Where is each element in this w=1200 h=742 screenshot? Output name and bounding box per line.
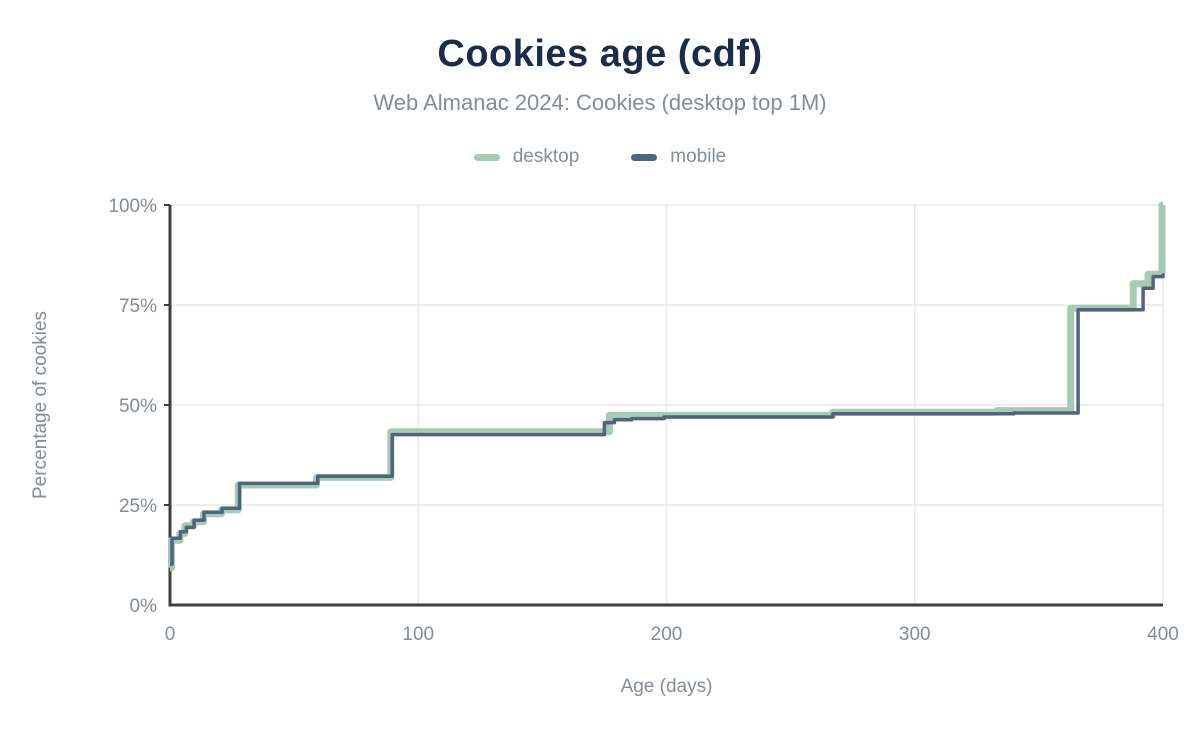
y-tick-label: 25%: [119, 496, 157, 517]
chart-subtitle: Web Almanac 2024: Cookies (desktop top 1…: [373, 90, 827, 115]
legend-label-desktop: desktop: [512, 146, 580, 167]
legend-item-mobile[interactable]: mobile: [631, 146, 726, 168]
x-tick-label: 100: [402, 624, 434, 645]
legend-item-desktop[interactable]: desktop: [473, 146, 580, 168]
y-axis-title: Percentage of cookies: [30, 311, 51, 499]
y-tick-label: 100%: [108, 196, 157, 217]
x-tick-label: 400: [1147, 624, 1179, 645]
legend: desktop mobile: [0, 146, 1200, 168]
desktop-swatch-icon: [473, 153, 500, 161]
legend-label-mobile: mobile: [670, 146, 727, 167]
y-tick-label: 50%: [119, 396, 157, 417]
mobile-swatch-icon: [631, 153, 658, 161]
y-tick-label: 75%: [119, 296, 157, 317]
x-tick-label: 300: [899, 624, 931, 645]
chart-title: Cookies age (cdf): [437, 33, 763, 75]
x-tick-label: 0: [165, 624, 176, 645]
x-axis-title: Age (days): [621, 676, 713, 697]
series-line-mobile[interactable]: [170, 273, 1165, 566]
y-tick-label: 0%: [130, 596, 158, 617]
x-tick-label: 200: [651, 624, 683, 645]
